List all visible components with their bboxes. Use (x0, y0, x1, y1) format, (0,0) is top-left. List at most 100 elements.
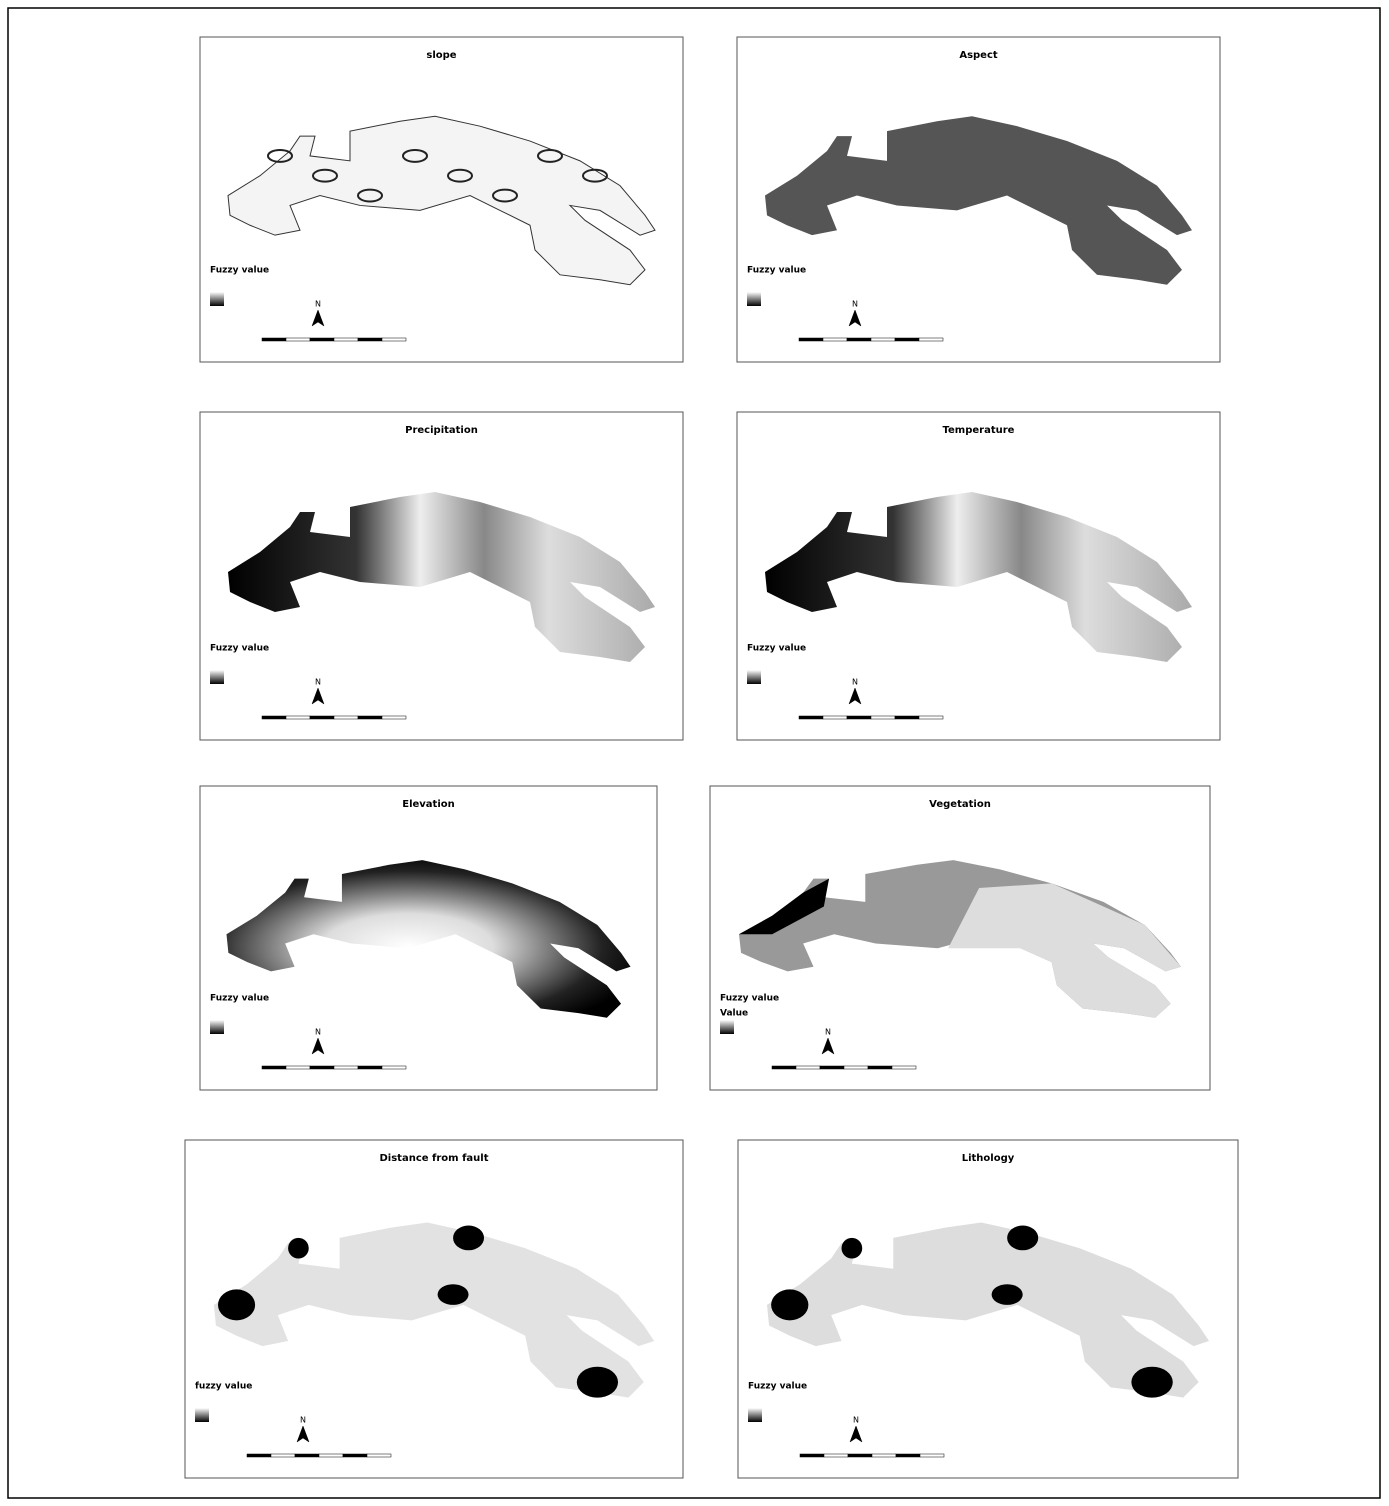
scale-bar (358, 716, 382, 719)
scale-bar (871, 338, 895, 341)
scale-bar (796, 1066, 820, 1069)
map-panel: Vegetation Fuzzy value Value N (710, 786, 1210, 1090)
scale-bar (896, 1454, 920, 1457)
legend-title: Fuzzy value (748, 1382, 807, 1392)
legend-title: Fuzzy value (210, 644, 269, 654)
map-title: Distance from fault (380, 1153, 489, 1164)
scale-bar (844, 1066, 868, 1069)
scale-bar (310, 716, 334, 719)
scale-bar (823, 716, 847, 719)
scale-bar (310, 338, 334, 341)
scale-bar (382, 338, 406, 341)
legend-swatch (210, 670, 224, 684)
scale-bar (772, 1066, 796, 1069)
black-zone (288, 1238, 309, 1259)
legend-title: Fuzzy value (720, 994, 779, 1004)
legend-title: Fuzzy value (747, 266, 806, 276)
map-title: Elevation (402, 799, 455, 810)
black-zone (577, 1367, 618, 1398)
north-label: N (315, 1028, 321, 1037)
black-zone (992, 1284, 1023, 1305)
scale-bar (919, 338, 943, 341)
north-label: N (825, 1028, 831, 1037)
black-zone (771, 1289, 808, 1320)
legend-title: Fuzzy value (747, 644, 806, 654)
legend-swatch (210, 1020, 224, 1034)
legend-title: Fuzzy value (210, 994, 269, 1004)
map-panel: Temperature Fuzzy value N (737, 412, 1220, 740)
black-zone (1131, 1367, 1172, 1398)
legend-subtitle: Value (720, 1009, 748, 1019)
scale-bar (872, 1454, 896, 1457)
map-panel: Lithology Fuzzy value N (738, 1140, 1238, 1478)
figure: slopeFuzzy valueNAspectFuzzy valueNPreci… (0, 0, 1389, 1506)
legend-swatch (210, 292, 224, 306)
north-label: N (853, 1416, 859, 1425)
scale-bar (919, 716, 943, 719)
black-zone (218, 1289, 255, 1320)
scale-bar (823, 338, 847, 341)
map-title: Aspect (959, 50, 998, 61)
map-panel: Precipitation Fuzzy value N (200, 412, 683, 740)
map-title: Lithology (962, 1153, 1015, 1164)
scale-bar (334, 338, 358, 341)
north-label: N (852, 678, 858, 687)
legend-swatch (748, 1408, 762, 1422)
map-title: Vegetation (929, 799, 991, 810)
scale-bar (286, 338, 310, 341)
scale-bar (358, 338, 382, 341)
north-label: N (315, 678, 321, 687)
scale-bar (295, 1454, 319, 1457)
scale-bar (892, 1066, 916, 1069)
scale-bar (343, 1454, 367, 1457)
legend-title: fuzzy value (195, 1382, 252, 1392)
scale-bar (247, 1454, 271, 1457)
scale-bar (848, 1454, 872, 1457)
scale-bar (871, 716, 895, 719)
scale-bar (799, 338, 823, 341)
scale-bar (286, 716, 310, 719)
scale-bar (367, 1454, 391, 1457)
legend-swatch (195, 1408, 209, 1422)
scale-bar (271, 1454, 295, 1457)
scale-bar (820, 1066, 844, 1069)
scale-bar (895, 338, 919, 341)
scale-bar (262, 1066, 286, 1069)
black-zone (1007, 1226, 1038, 1251)
scale-bar (382, 1066, 406, 1069)
scale-bar (847, 338, 871, 341)
scale-bar (334, 716, 358, 719)
map-panel: Distance from fault fuzzy value N (185, 1140, 683, 1478)
map-title: slope (426, 50, 456, 61)
legend-swatch (747, 670, 761, 684)
scale-bar (824, 1454, 848, 1457)
legend-swatch (720, 1020, 734, 1034)
north-label: N (315, 300, 321, 309)
map-panel: Elevation Fuzzy value N (200, 786, 657, 1090)
north-label: N (300, 1416, 306, 1425)
black-zone (842, 1238, 863, 1259)
north-label: N (852, 300, 858, 309)
legend-swatch (747, 292, 761, 306)
legend-title: Fuzzy value (210, 266, 269, 276)
black-zone (453, 1226, 484, 1251)
map-panel: Aspect Fuzzy value N (737, 37, 1220, 362)
map-title: Precipitation (405, 425, 478, 436)
scale-bar (358, 1066, 382, 1069)
scale-bar (382, 716, 406, 719)
scale-bar (286, 1066, 310, 1069)
scale-bar (319, 1454, 343, 1457)
scale-bar (310, 1066, 334, 1069)
scale-bar (262, 716, 286, 719)
scale-bar (799, 716, 823, 719)
scale-bar (868, 1066, 892, 1069)
map-panel: slope Fuzzy value N (200, 37, 683, 362)
scale-bar (334, 1066, 358, 1069)
black-zone (438, 1284, 469, 1305)
scale-bar (800, 1454, 824, 1457)
map-title: Temperature (943, 425, 1015, 436)
scale-bar (262, 338, 286, 341)
scale-bar (920, 1454, 944, 1457)
scale-bar (847, 716, 871, 719)
scale-bar (895, 716, 919, 719)
